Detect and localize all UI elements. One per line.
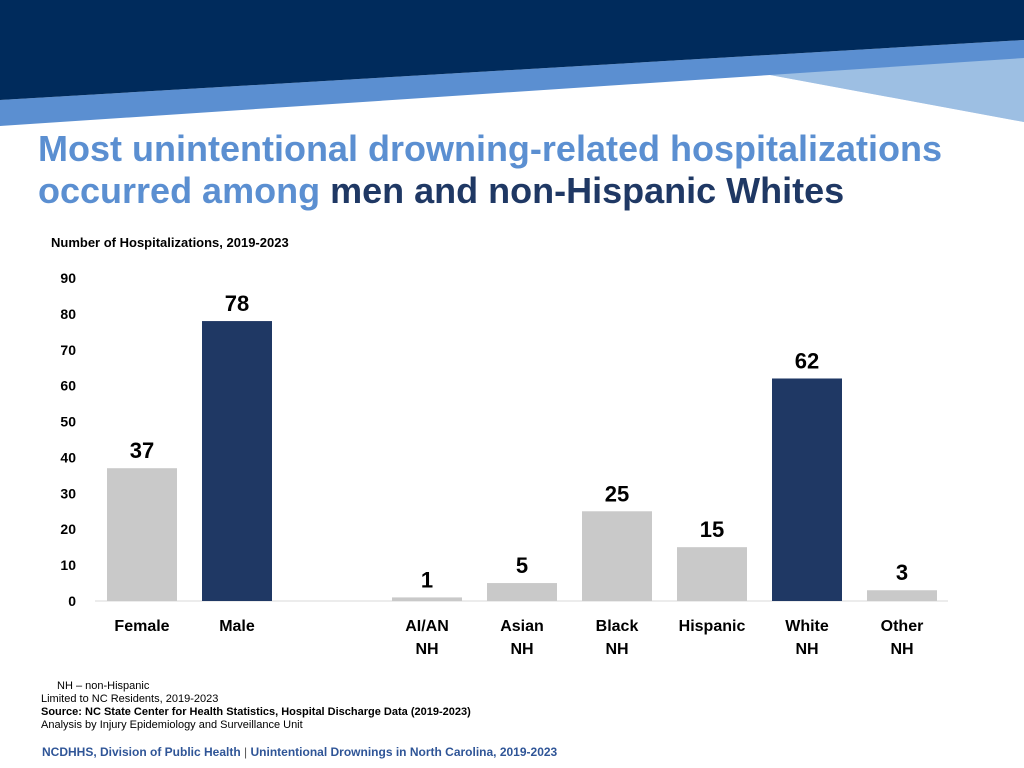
bar-asian-nh bbox=[487, 583, 557, 601]
note-source: Source: NC State Center for Health Stati… bbox=[41, 706, 471, 718]
x-tick-label-ai-an-nh: AI/AN NH bbox=[405, 618, 449, 658]
y-axis-ticks: 0 10 20 30 40 50 60 70 80 90 bbox=[60, 270, 76, 609]
bar-female bbox=[107, 468, 177, 601]
note-analysis: Analysis by Injury Epidemiology and Surv… bbox=[41, 719, 303, 731]
data-label-male: 78 bbox=[225, 291, 249, 316]
y-tick-label: 90 bbox=[60, 270, 76, 286]
x-tick-label-female: Female bbox=[114, 618, 169, 635]
y-axis-title: Number of Hospitalizations, 2019-2023 bbox=[51, 235, 289, 250]
x-tick-label-white-nh: White NH bbox=[785, 618, 829, 658]
data-label-female: 37 bbox=[130, 438, 154, 463]
data-label-other-nh: 3 bbox=[896, 560, 908, 585]
title-part-dark: men and non-Hispanic Whites bbox=[330, 170, 845, 211]
footer-report: Unintentional Drownings in North Carolin… bbox=[250, 745, 558, 759]
x-tick-label-other-nh: Other NH bbox=[881, 618, 924, 658]
bar-black-nh bbox=[582, 511, 652, 601]
bar-white-nh bbox=[772, 378, 842, 601]
bar-male bbox=[202, 321, 272, 601]
bar-other-nh bbox=[867, 590, 937, 601]
y-tick-label: 80 bbox=[60, 306, 76, 322]
page-title: Most unintentional drowning-related hosp… bbox=[38, 128, 1018, 212]
data-label-ai-an-nh: 1 bbox=[421, 567, 433, 592]
y-tick-label: 40 bbox=[60, 449, 76, 465]
note-nh: NH – non-Hispanic bbox=[57, 680, 150, 692]
data-label-white-nh: 62 bbox=[795, 348, 819, 373]
header-banner bbox=[0, 0, 1024, 130]
x-tick-label-asian-nh: Asian NH bbox=[500, 618, 544, 658]
bar-ai-an-nh bbox=[392, 597, 462, 601]
data-label-hispanic: 15 bbox=[700, 517, 724, 542]
y-tick-label: 20 bbox=[60, 521, 76, 537]
footer-org: NCDHHS, Division of Public Health bbox=[42, 745, 241, 759]
y-tick-label: 50 bbox=[60, 414, 76, 430]
footnotes: NH – non-Hispanic Limited to NC Resident… bbox=[41, 680, 471, 732]
banner-navy bbox=[0, 0, 1024, 100]
bar-hispanic bbox=[677, 547, 747, 601]
title-part-light: Most unintentional drowning-related hosp… bbox=[38, 128, 942, 211]
y-tick-label: 70 bbox=[60, 342, 76, 358]
y-tick-label: 0 bbox=[68, 593, 76, 609]
x-tick-label-black-nh: Black NH bbox=[596, 618, 639, 658]
y-tick-label: 10 bbox=[60, 557, 76, 573]
banner-white-wedge bbox=[0, 75, 1024, 130]
data-label-asian-nh: 5 bbox=[516, 553, 528, 578]
footer: NCDHHS, Division of Public Health | Unin… bbox=[42, 745, 557, 759]
note-residents: Limited to NC Residents, 2019-2023 bbox=[41, 693, 219, 705]
y-tick-label: 30 bbox=[60, 485, 76, 501]
bars-layer: 37 Female 78 Male 1 AI/AN NH 5 Asian NH 25 Black NH 1… bbox=[107, 291, 937, 658]
x-tick-label-male: Male bbox=[219, 618, 255, 635]
y-tick-label: 60 bbox=[60, 378, 76, 394]
bar-chart: Number of Hospitalizations, 2019-2023 0 1… bbox=[51, 235, 948, 658]
x-tick-label-hispanic: Hispanic bbox=[679, 618, 746, 635]
data-label-black-nh: 25 bbox=[605, 481, 629, 506]
banner-pale-wedge bbox=[770, 58, 1024, 122]
footer-separator: | bbox=[244, 745, 248, 759]
